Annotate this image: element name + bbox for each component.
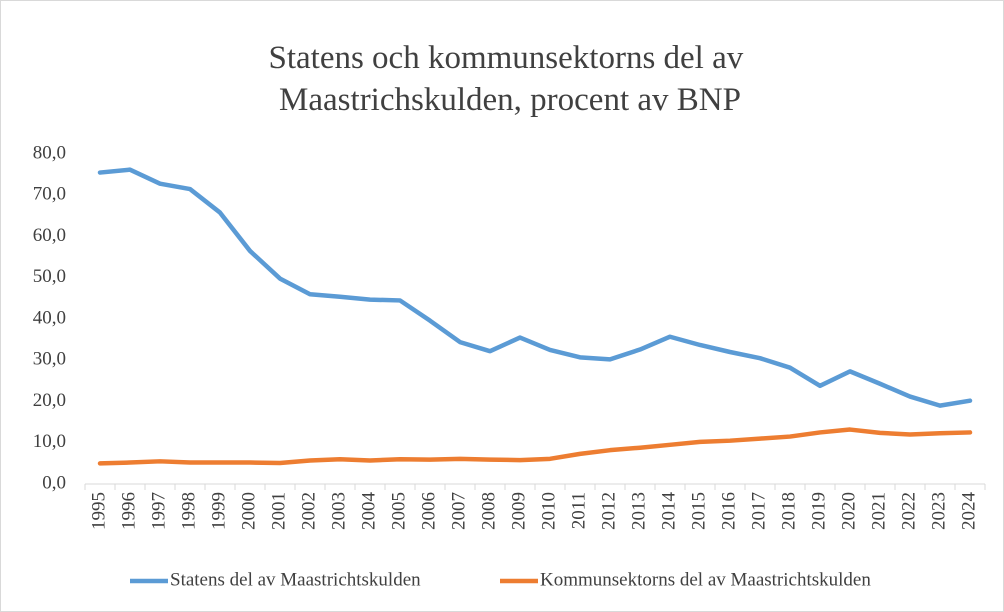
y-tick-label: 30,0	[33, 349, 66, 370]
y-tick-label: 50,0	[33, 266, 66, 287]
x-tick-label: 2012	[598, 492, 619, 530]
x-tick-label: 2005	[388, 492, 409, 530]
y-tick-label: 10,0	[33, 431, 66, 452]
x-tick-label: 2003	[328, 492, 349, 530]
legend-label: Kommunsektorns del av Maastrichtskulden	[540, 569, 871, 590]
chart-title: Statens och kommunsektorns del av Maastr…	[268, 40, 751, 118]
x-tick-label: 2009	[508, 492, 529, 530]
x-tick-label: 2019	[808, 492, 829, 530]
y-tick-label: 70,0	[33, 184, 66, 205]
line-series	[97, 167, 973, 408]
x-tick-label: 2010	[538, 492, 559, 530]
x-tick-label: 2000	[238, 492, 259, 530]
x-tick-label: 1997	[148, 492, 169, 530]
x-tick-label: 1999	[208, 492, 229, 530]
x-tick-label: 2016	[718, 492, 739, 530]
x-tick-label: 1995	[88, 492, 109, 530]
x-tick-label: 2008	[478, 492, 499, 530]
x-tick-label: 2014	[658, 492, 679, 531]
y-tick-label: 80,0	[33, 142, 66, 163]
x-tick-label: 2021	[868, 492, 889, 530]
x-tick-label: 2015	[688, 492, 709, 530]
y-tick-label: 60,0	[33, 225, 66, 246]
x-tick-label: 1998	[178, 492, 199, 530]
x-tick-label: 2007	[448, 492, 469, 530]
title-line: Maastrichskulden, procent av BNP	[279, 82, 741, 118]
x-tick-label: 2011	[568, 492, 589, 529]
x-tick-label: 2006	[418, 492, 439, 530]
x-tick-label: 2022	[898, 492, 919, 530]
x-tick-label: 2004	[358, 492, 379, 531]
title-line: Statens och kommunsektorns del av	[268, 40, 743, 76]
legend-label: Statens del av Maastrichtskulden	[170, 569, 421, 590]
x-tick-label: 2017	[748, 492, 769, 530]
x-tick-label: 2013	[628, 492, 649, 530]
x-tick-label: 1996	[118, 492, 139, 530]
y-tick-label: 40,0	[33, 307, 66, 328]
x-tick-label: 2001	[268, 492, 289, 530]
x-tick-label: 2002	[298, 492, 319, 530]
x-tick-label: 2018	[778, 492, 799, 530]
x-tick-label: 2020	[838, 492, 859, 530]
line-series	[97, 427, 973, 466]
y-tick-label: 20,0	[33, 390, 66, 411]
y-tick-label: 0,0	[42, 472, 66, 493]
x-tick-label: 2024	[958, 492, 979, 531]
x-tick-label: 2023	[928, 492, 949, 530]
